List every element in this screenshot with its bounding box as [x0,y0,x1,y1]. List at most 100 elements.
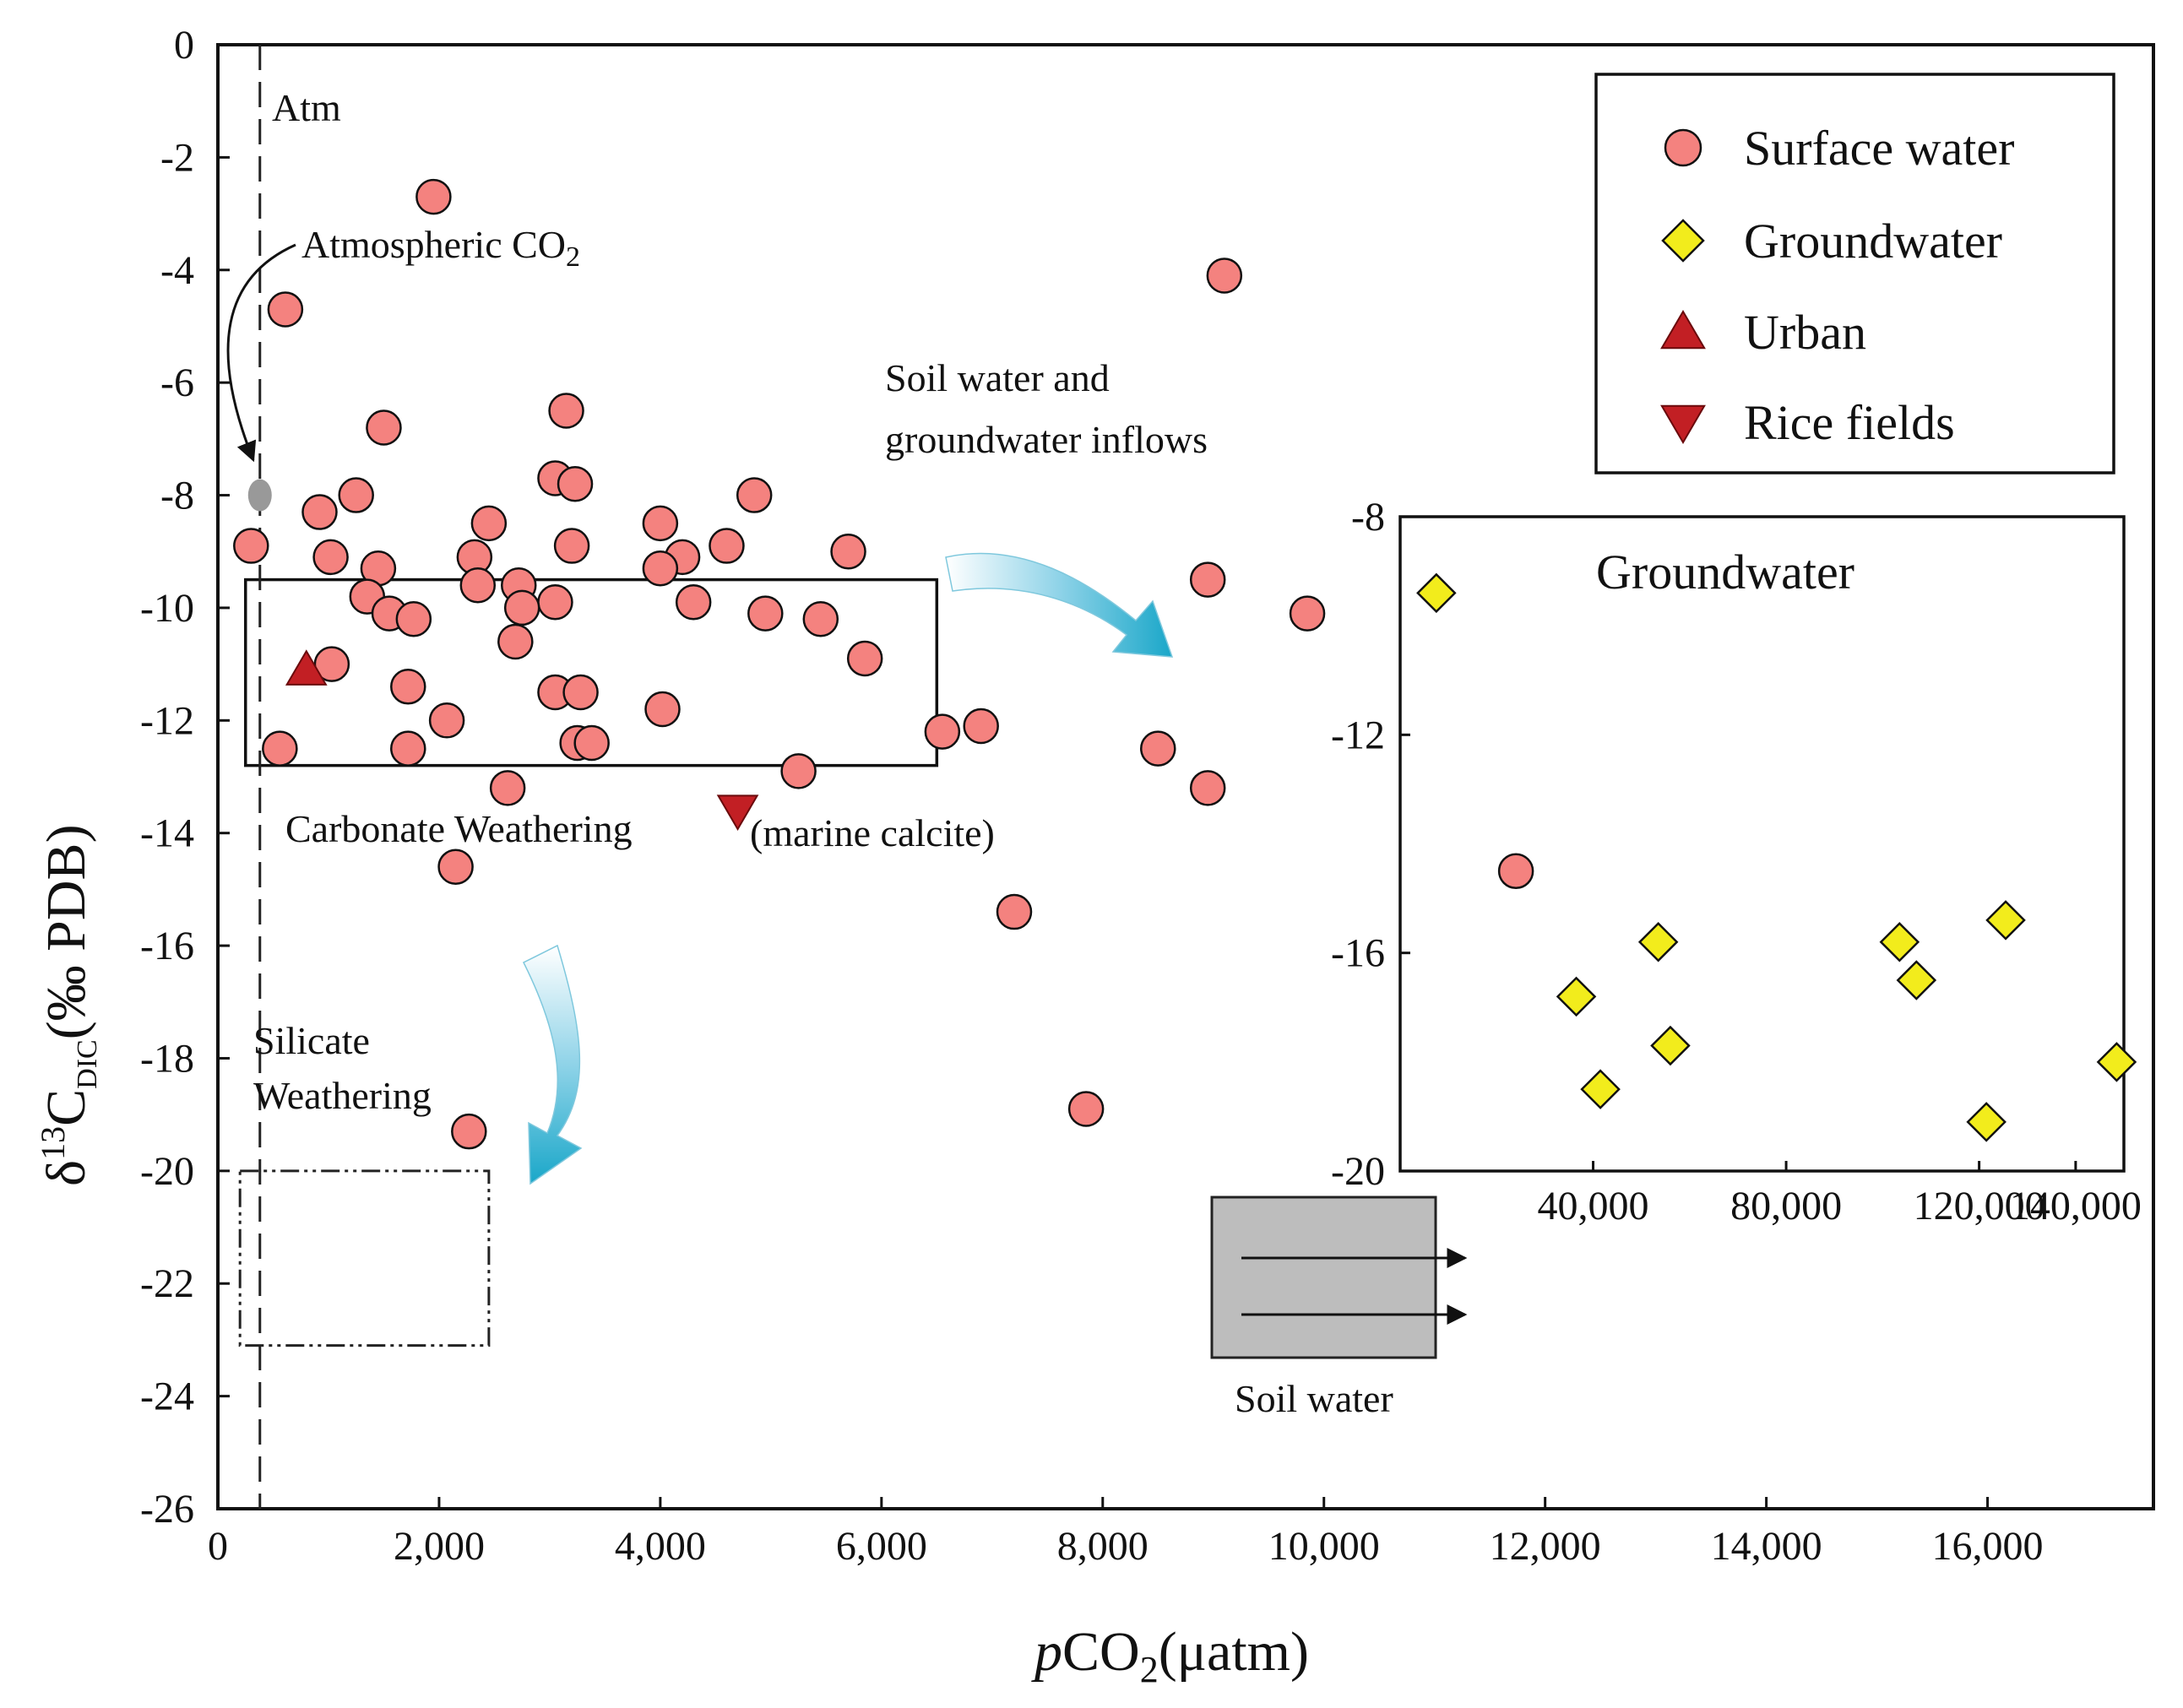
inset-groundwater-point [1896,960,1937,1000]
y-tick-label: -14 [140,811,194,856]
surface-water-point [1189,561,1226,598]
inset-groundwater-point [1580,1069,1621,1109]
inset-data-points [1416,572,2137,1142]
surface-water-point [262,730,298,767]
surface-water-point [233,528,269,564]
surface-water-point [470,505,508,542]
surface-water-point [497,623,534,660]
y-tick-label: -12 [140,698,194,743]
inset-x-tick-label: 120,000 [1914,1184,2045,1228]
surface-water-point [390,669,426,705]
surface-water-point [1189,770,1226,806]
y-tick-label: -18 [140,1036,194,1081]
surface-water-point [573,724,610,762]
surface-water-point [846,640,883,677]
surface-water-point [338,477,374,513]
inset-groundwater-point [1966,1102,2007,1142]
legend-urban-label: Urban [1744,305,1866,360]
surface-water-point [489,770,526,806]
carbonate-weathering-label: Carbonate Weathering [285,807,633,850]
surface-water-point [301,494,338,530]
inset-groundwater-point [2096,1042,2137,1082]
surface-water-point [963,708,999,745]
surface-water-point [644,691,681,728]
main-x-axis-ticks: 0 2,000 4,000 6,000 8,000 10,000 12,000 14,000 1… [208,1497,2044,1569]
legend-rice-fields-marker [1660,404,1706,444]
legend-groundwater-label: Groundwater [1744,214,2002,268]
inset-groundwater-point [1879,921,1920,962]
y-tick-label: -16 [140,924,194,968]
y-tick-label: -2 [160,135,194,180]
surface-water-point [553,528,590,564]
surface-water-point [557,465,594,502]
surface-water-point [312,539,349,576]
surface-water-point [830,533,866,570]
soil-water-label: Soil water [1235,1377,1393,1420]
inset-x-tick-label: 140,000 [2010,1184,2142,1228]
y-tick-label: -24 [140,1375,194,1419]
silicate-gradient-arrow [522,944,583,1185]
surface-water-point [1206,258,1243,294]
legend-urban-marker [1660,310,1706,350]
surface-water-point [1289,595,1326,632]
atmospheric-co2-point [247,479,272,512]
soil-inflow-label-line1: Soil water and [885,356,1110,399]
inset-y-tick-label: -8 [1351,495,1385,540]
legend-surface-water-marker [1664,128,1702,167]
main-data-points [233,178,1326,1150]
silicate-weathering-box [238,1169,491,1347]
x-axis-title: pCO2(μatm) [1031,1621,1309,1690]
marine-calcite-label: (marine calcite) [750,811,995,854]
surface-water-point [675,584,712,621]
x-tick-label: 12,000 [1490,1524,1601,1569]
x-tick-label: 0 [208,1524,228,1569]
y-tick-label: 0 [174,23,194,68]
y-tick-label: -8 [160,474,194,518]
surface-water-point [1140,730,1176,767]
y-tick-label: -10 [140,586,194,631]
surface-water-point [503,589,540,626]
soil-inflow-label-line2: groundwater inflows [885,418,1208,461]
inset-x-tick-label: 80,000 [1730,1184,1842,1228]
surface-water-point [562,674,599,711]
legend-rice-fields-label: Rice fields [1744,395,1955,450]
silicate-weathering-label-line2: Weathering [253,1074,432,1117]
inset-groundwater-point [1650,1025,1691,1066]
atmospheric-co2-label: Atmospheric CO2 [301,223,580,273]
inset-y-tick-label: -16 [1331,931,1385,976]
surface-water-point [395,601,432,637]
inset-y-axis-ticks: -8 -12 -16 -20 [1331,495,1410,1194]
surface-water-point [709,528,745,564]
silicate-weathering-label-line1: Silicate [253,1019,370,1062]
main-y-axis-ticks: 0 -2 -4 -6 -8 -10 -12 -14 -16 -18 -20 -22 -24 -26 [140,23,230,1532]
atm-label: Atm [272,86,341,129]
x-tick-label: 8,000 [1057,1524,1149,1569]
surface-water-point [313,646,350,682]
y-tick-label: -6 [160,361,194,405]
urban-point [285,649,328,686]
x-tick-label: 10,000 [1268,1524,1380,1569]
surface-water-point [642,550,679,587]
surface-water-point [802,601,839,637]
inset-y-tick-label: -12 [1331,713,1385,757]
inset-plot-frame [1398,515,2126,1173]
legend-entries: Surface water Groundwater Urban Rice fields [1660,121,2014,450]
x-tick-label: 6,000 [836,1524,927,1569]
surface-water-point [996,893,1033,930]
surface-water-point [437,849,474,885]
legend-groundwater-marker [1661,219,1705,263]
surface-water-point [924,713,961,750]
inset-groundwater-point [1985,900,2026,941]
y-tick-label: -4 [160,248,194,293]
inset-groundwater-point [1637,921,1679,962]
inset-y-tick-label: -20 [1331,1149,1385,1194]
surface-water-point [428,702,465,739]
surface-water-point [267,291,304,328]
inset-groundwater-point [1416,572,1457,614]
inset-surface-water-point [1497,853,1534,890]
inset-groundwater-point [1556,976,1597,1017]
inflow-gradient-arrow [945,552,1174,658]
rice-fields-point [716,794,759,832]
